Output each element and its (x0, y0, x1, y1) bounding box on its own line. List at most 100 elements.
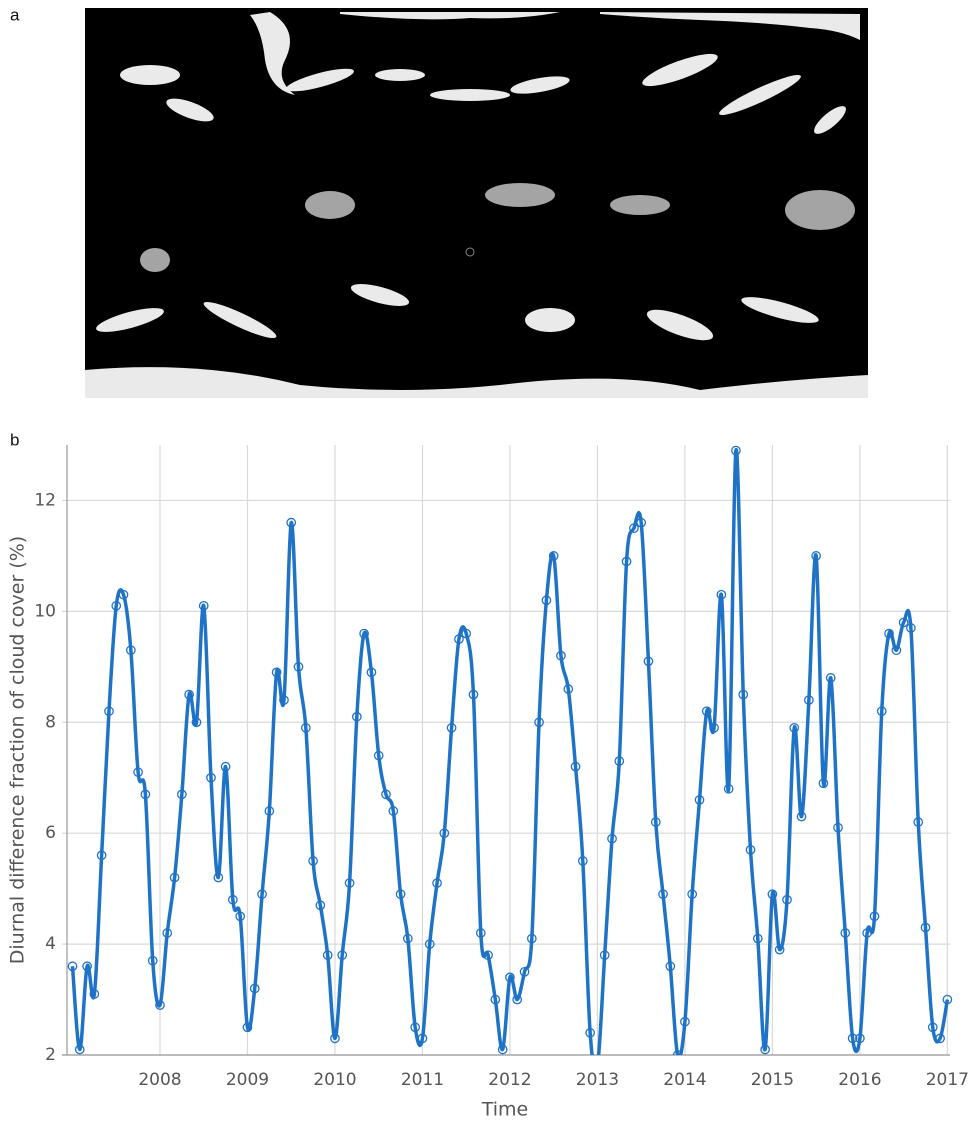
data-point (271, 667, 282, 678)
data-point (643, 656, 654, 667)
data-point (177, 789, 187, 800)
data-point (789, 722, 800, 733)
data-point (563, 684, 574, 694)
x-tick-label: 2017 (926, 1070, 969, 1090)
data-point (169, 872, 180, 883)
data-point (206, 772, 216, 783)
data-point (716, 589, 727, 600)
data-point (293, 661, 304, 672)
x-tick-label: 2016 (838, 1070, 881, 1090)
data-point (439, 828, 450, 839)
data-point (490, 994, 501, 1005)
data-point (534, 717, 544, 728)
data-point (862, 928, 872, 938)
data-point (745, 844, 756, 855)
data-point (629, 523, 639, 534)
data-point (454, 634, 464, 644)
data-point (884, 628, 894, 639)
y-tick-label: 4 (45, 934, 56, 954)
data-point (709, 722, 719, 733)
data-point (570, 761, 581, 772)
data-point (147, 955, 158, 966)
data-point (468, 689, 479, 700)
data-point (526, 933, 537, 944)
data-point (818, 778, 829, 789)
x-tick-label: 2013 (576, 1070, 619, 1090)
data-point (723, 783, 734, 794)
data-point (614, 756, 625, 766)
data-point (300, 722, 311, 733)
x-tick-label: 2014 (663, 1070, 706, 1090)
data-point (446, 722, 457, 733)
data-point (796, 811, 807, 822)
data-point (126, 645, 136, 656)
data-point (118, 589, 129, 600)
data-point (308, 856, 318, 866)
data-point (767, 889, 778, 900)
data-point (927, 1022, 938, 1033)
data-point (381, 789, 391, 800)
x-tick-label: 2011 (401, 1070, 444, 1090)
data-point (155, 1000, 165, 1010)
data-point (424, 939, 435, 949)
data-point (833, 822, 843, 833)
data-point (891, 645, 902, 656)
data-point (220, 761, 231, 772)
data-point (497, 1044, 508, 1055)
data-point (519, 966, 530, 977)
data-point (198, 600, 209, 611)
data-point (913, 817, 924, 827)
data-point (847, 1033, 858, 1044)
data-point (184, 689, 194, 700)
data-point (650, 817, 661, 827)
data-point (556, 650, 566, 661)
data-point (876, 706, 887, 717)
data-point (738, 689, 749, 700)
y-tick-label: 2 (45, 1045, 56, 1065)
data-point (505, 972, 515, 983)
x-tick-label: 2012 (488, 1070, 531, 1090)
data-point (869, 911, 880, 922)
data-point (636, 517, 647, 528)
data-point (804, 695, 814, 705)
data-point (235, 911, 246, 922)
data-point (483, 950, 493, 961)
data-point (67, 961, 78, 972)
data-point (213, 872, 224, 883)
data-point (162, 928, 173, 938)
y-tick-label: 12 (34, 490, 56, 510)
data-point (96, 850, 107, 861)
data-point (658, 889, 668, 900)
data-point (242, 1022, 253, 1033)
data-point (322, 950, 333, 961)
data-point (920, 922, 931, 933)
data-point (133, 767, 143, 778)
panel-label: b (10, 430, 19, 449)
data-point (825, 673, 836, 683)
data-point (337, 950, 348, 961)
plot-area (67, 445, 953, 1055)
x-tick-label: 2010 (313, 1070, 356, 1090)
data-point (315, 900, 326, 911)
y-tick-label: 10 (34, 601, 56, 621)
y-axis-title: Diurnal difference fraction of cloud cov… (7, 536, 29, 964)
data-point (774, 944, 785, 955)
data-point (410, 1022, 421, 1033)
data-point (89, 989, 100, 999)
data-point (475, 928, 486, 938)
data-point (541, 595, 552, 606)
data-point (607, 833, 617, 844)
data-point (104, 706, 114, 717)
y-tick-label: 6 (45, 823, 56, 843)
data-point (687, 889, 698, 900)
data-point (548, 551, 559, 561)
data-point (512, 994, 523, 1005)
data-line (70, 448, 950, 1055)
data-point (111, 600, 122, 611)
data-point (279, 695, 289, 705)
x-tick-label: 2015 (751, 1070, 794, 1090)
data-point (388, 806, 399, 816)
data-point (731, 445, 741, 456)
data-point (395, 889, 406, 900)
